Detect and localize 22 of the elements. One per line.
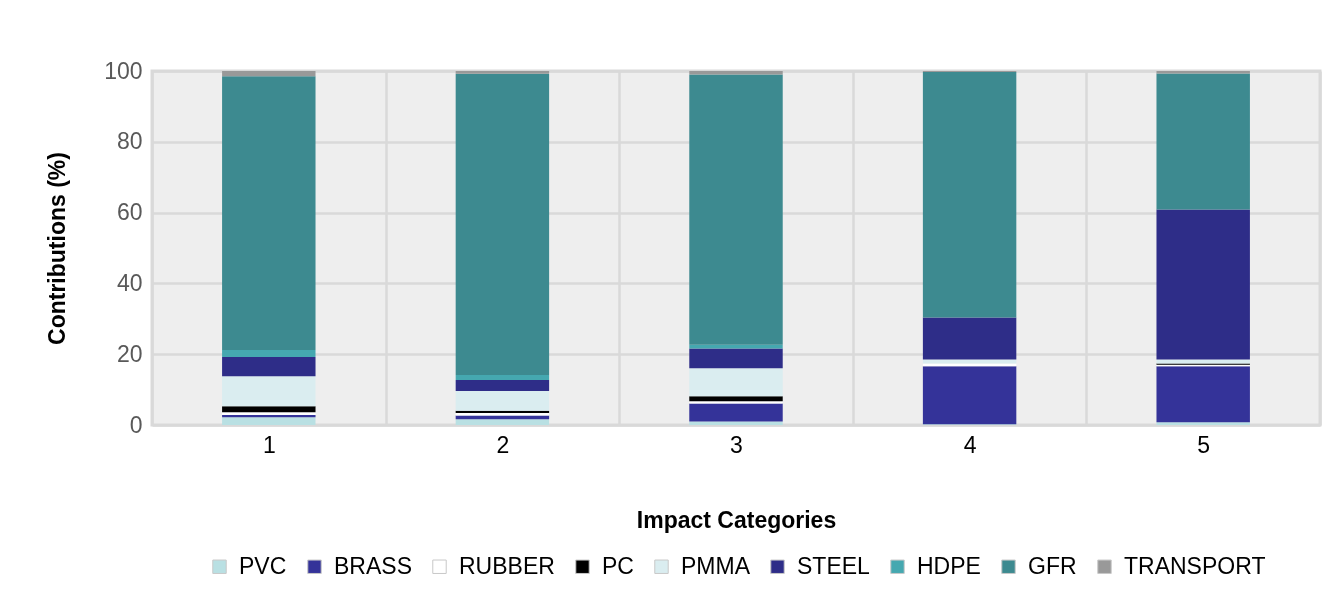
legend-label: STEEL [797, 552, 871, 579]
legend-label: HDPE [917, 552, 981, 579]
y-tick-label: 80 [116, 128, 143, 155]
y-tick-label: 60 [116, 199, 143, 226]
x-tick-label: 5 [1197, 431, 1211, 458]
legend-label: RUBBER [459, 552, 555, 579]
y-axis-title: Contributions (%) [44, 152, 71, 345]
x-tick-label: 1 [262, 431, 276, 458]
y-tick-label: 40 [116, 269, 143, 296]
y-tick-label: 20 [116, 340, 143, 367]
legend-label: PMMA [681, 552, 751, 579]
x-tick-label: 4 [963, 431, 977, 458]
y-tick-label: 100 [104, 57, 143, 84]
legend-label: GFR [1028, 552, 1077, 579]
legend-label: TRANSPORT [1124, 552, 1266, 579]
legend-label: BRASS [334, 552, 412, 579]
legend-label: PVC [239, 552, 287, 579]
x-axis-title: Impact Categories [636, 506, 837, 533]
y-tick-label: 0 [129, 411, 143, 438]
legend-label: PC [602, 552, 634, 579]
x-tick-label: 2 [496, 431, 510, 458]
x-tick-label: 3 [730, 431, 743, 458]
